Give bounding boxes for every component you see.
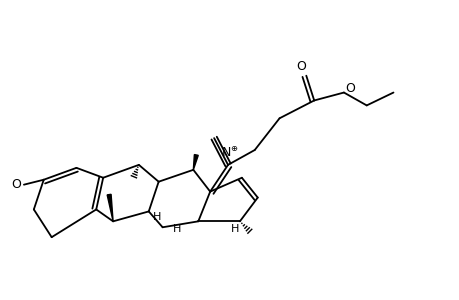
Polygon shape — [193, 154, 198, 170]
Text: O: O — [344, 82, 354, 95]
Polygon shape — [107, 194, 113, 221]
Text: N: N — [221, 146, 230, 160]
Text: H: H — [152, 212, 161, 222]
Text: H: H — [230, 224, 239, 234]
Text: ⊕: ⊕ — [230, 143, 237, 152]
Text: H: H — [173, 224, 181, 234]
Text: O: O — [11, 178, 21, 191]
Text: O: O — [296, 60, 306, 73]
